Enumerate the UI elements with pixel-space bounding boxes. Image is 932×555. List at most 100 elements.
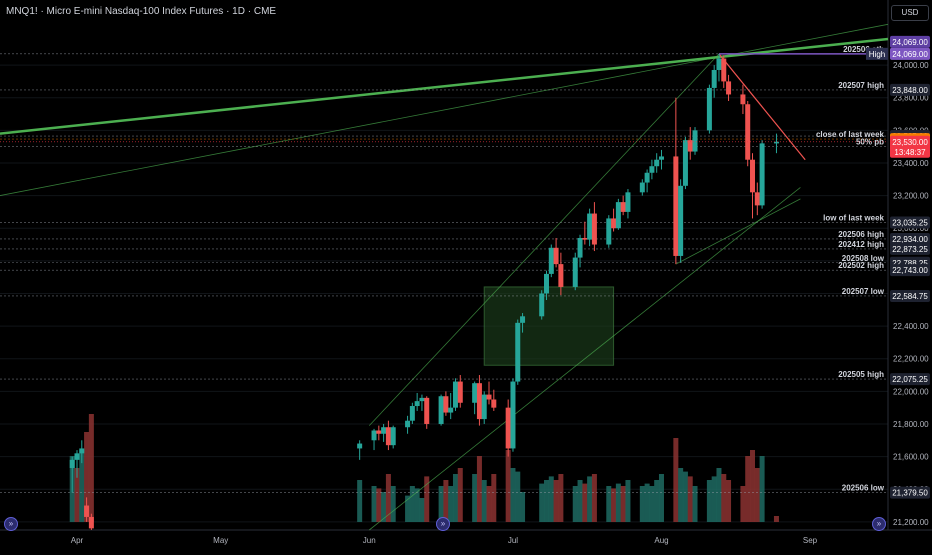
candle-body [582, 238, 588, 240]
price-level-label: 202412 high [838, 240, 884, 249]
volume-bar [773, 516, 779, 522]
price-level-label: 202506 high [838, 230, 884, 239]
candle-body [443, 396, 449, 413]
volume-bar [687, 476, 693, 522]
candle-body [419, 397, 425, 402]
price-tag-bg [890, 242, 930, 255]
candle-body [754, 192, 760, 206]
volume-bar [673, 438, 679, 522]
volume-bar [611, 488, 617, 522]
volume-bar [452, 474, 458, 522]
y-tick-label: 23,000.00 [893, 224, 929, 233]
volume-bar [448, 486, 454, 522]
price-tag: 22,934.00 [892, 235, 928, 244]
channel-upper-line [368, 53, 720, 426]
volume-bar [443, 480, 449, 522]
volume-bar [409, 486, 415, 522]
currency-button[interactable]: USD [891, 5, 929, 21]
price-level-label: 50% pb [856, 138, 884, 147]
price-level-label: 202508 low [842, 254, 885, 263]
y-tick-label: 21,200.00 [893, 518, 929, 527]
high-marker-tag2-bg [890, 35, 930, 48]
x-tick-label: Apr [71, 536, 84, 545]
candle-body [88, 516, 94, 529]
chart-title: MNQ1! · Micro E-mini Nasdaq-100 Index Fu… [6, 6, 277, 17]
candle-body [448, 407, 454, 413]
volume-bar [572, 486, 578, 522]
scroll-middle-icon[interactable]: » [436, 517, 450, 531]
candle-body [658, 156, 664, 160]
price-level-label: 202505 high [838, 370, 884, 379]
volume-bar [639, 486, 645, 522]
candle-body [682, 140, 688, 186]
volume-bar [405, 495, 411, 522]
price-tag: 22,743.00 [892, 266, 928, 275]
trend-line [0, 23, 889, 196]
volume-bar [649, 486, 655, 522]
candle-body [654, 159, 660, 167]
volume-bar [74, 468, 80, 522]
volume-bar [644, 483, 650, 522]
y-tick-label: 23,800.00 [893, 94, 929, 103]
candle-body [548, 247, 554, 274]
candle-body [678, 185, 684, 256]
candle-body [644, 172, 650, 183]
scroll-left-icon[interactable]: » [4, 517, 18, 531]
candle-body [414, 401, 420, 407]
volume-bar [505, 450, 511, 522]
support-line [675, 198, 801, 265]
candle-body [687, 140, 693, 152]
volume-bar [587, 476, 593, 522]
candle-body [620, 202, 626, 212]
volume-bar [591, 474, 597, 522]
volume-bar [558, 474, 564, 522]
volume-bar [615, 483, 621, 522]
candle-body [79, 448, 85, 454]
price-level-label: 202507 high [838, 81, 884, 90]
volume-bar [692, 486, 698, 522]
volume-bar [754, 468, 760, 522]
price-level-label: close of last week [816, 130, 885, 139]
price-level-label: low of last week [823, 213, 884, 222]
candle-body [649, 166, 655, 173]
volume-bar [654, 480, 660, 522]
candle-body [69, 459, 75, 469]
price-tag-bg [890, 83, 930, 96]
price-level-label: 202502 high [838, 261, 884, 270]
price-tag: 22,584.75 [892, 292, 928, 301]
volume-bar [716, 468, 722, 522]
high-marker-label-bg [866, 47, 888, 60]
resistance-line [718, 53, 806, 161]
candle-body [491, 399, 497, 408]
candle-body [481, 394, 487, 420]
volume-bar [539, 483, 545, 522]
scroll-right-icon[interactable]: » [872, 517, 886, 531]
current-price-tag-bg [890, 135, 930, 158]
volume-bar [88, 414, 94, 522]
volume-bar [582, 483, 588, 522]
y-tick-label: 22,000.00 [893, 387, 929, 396]
price-tag-bg [890, 232, 930, 245]
price-tag: 22,873.25 [892, 245, 928, 254]
volume-bar [419, 498, 425, 522]
candle-body [553, 247, 559, 265]
volume-bar [625, 480, 631, 522]
volume-bar [553, 480, 559, 522]
candle-body [457, 381, 463, 403]
y-tick-label: 22,200.00 [893, 355, 929, 364]
candle-body [591, 213, 597, 245]
high-marker-tag: 24,069.00 [892, 50, 928, 59]
price-tag: 22,788.25 [892, 259, 928, 268]
y-tick-label: 22,400.00 [893, 322, 929, 331]
current-price-countdown: 13:48:37 [894, 148, 926, 157]
candle-body [706, 87, 712, 131]
volume-bar [457, 468, 463, 522]
volume-bar [606, 486, 612, 522]
x-tick-label: Jul [508, 536, 518, 545]
volume-bar [544, 480, 550, 522]
price-tag-bg [890, 289, 930, 302]
candle-body [692, 130, 698, 152]
